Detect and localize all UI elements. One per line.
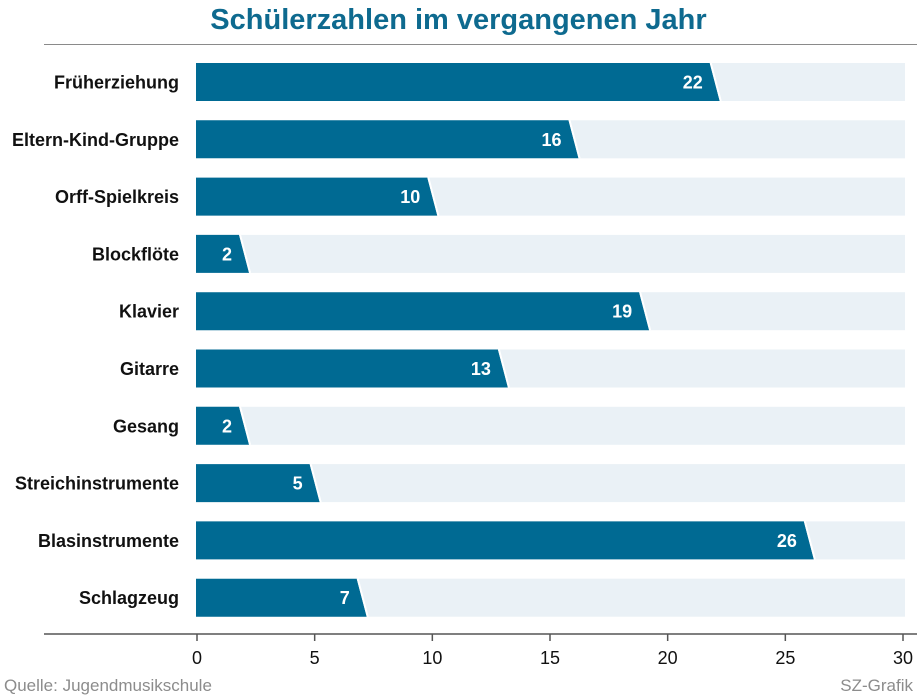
x-tick-label: 0	[192, 648, 202, 668]
value-label: 2	[222, 416, 232, 436]
bar-end-stripe	[639, 291, 652, 331]
bar	[196, 464, 320, 503]
bar	[196, 234, 250, 273]
bar	[196, 349, 508, 388]
bar	[196, 578, 367, 617]
value-label: 19	[612, 302, 632, 322]
x-tick-label: 5	[310, 648, 320, 668]
bar-end-stripe	[239, 406, 252, 446]
category-label: Blasinstrumente	[38, 531, 179, 551]
bar	[196, 521, 814, 560]
category-label: Gitarre	[120, 359, 179, 379]
value-label: 7	[340, 588, 350, 608]
category-label: Orff-Spielkreis	[55, 187, 179, 207]
value-label: 16	[542, 130, 562, 150]
bar-end-stripe	[568, 120, 581, 159]
bar-track	[196, 234, 905, 273]
value-label: 5	[293, 474, 303, 494]
bar-end-stripe	[497, 349, 510, 388]
bar-end-stripe	[356, 578, 369, 617]
bar-end-stripe	[239, 234, 252, 274]
bar-track	[196, 406, 905, 445]
source-note: Quelle: Jugendmusikschule	[4, 676, 212, 695]
bar-end-stripe	[709, 62, 722, 102]
category-label: Früherziehung	[54, 73, 179, 93]
category-label: Gesang	[113, 416, 179, 436]
bar	[196, 406, 250, 445]
x-tick-label: 10	[422, 648, 442, 668]
x-tick-label: 25	[775, 648, 795, 668]
bar-end-stripe	[427, 177, 440, 216]
x-tick-label: 20	[658, 648, 678, 668]
category-label: Schlagzeug	[79, 588, 179, 608]
credit-note: SZ-Grafik	[840, 676, 913, 695]
category-label: Blockflöte	[92, 244, 179, 264]
value-label: 26	[777, 531, 797, 551]
bar	[196, 177, 438, 216]
category-label: Streichinstrumente	[15, 474, 179, 494]
bar	[196, 292, 650, 331]
chart-title: Schülerzahlen im vergangenen Jahr	[210, 4, 707, 36]
bar-end-stripe	[803, 521, 816, 560]
title-divider	[44, 44, 917, 45]
value-label: 13	[471, 359, 491, 379]
x-tick-label: 30	[893, 648, 913, 668]
bar-end-stripe	[309, 463, 322, 503]
value-label: 22	[683, 73, 703, 93]
bar	[196, 120, 579, 159]
bar	[196, 63, 720, 101]
category-label: Klavier	[119, 302, 179, 322]
category-label: Eltern-Kind-Gruppe	[12, 130, 179, 150]
value-label: 10	[400, 187, 420, 207]
x-tick-label: 15	[540, 648, 560, 668]
value-label: 2	[222, 244, 232, 264]
